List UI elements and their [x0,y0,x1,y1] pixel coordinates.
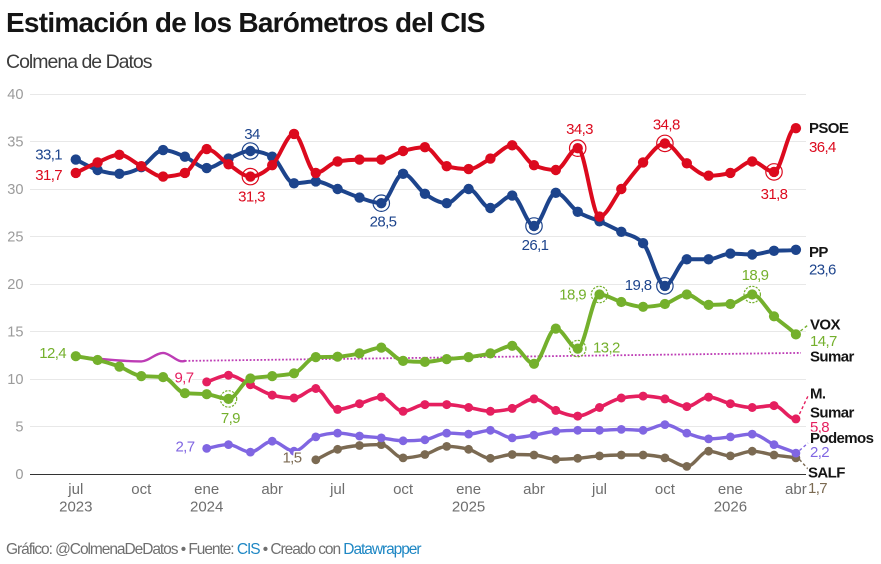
svg-text:Sumar: Sumar [810,405,854,422]
svg-text:26,1: 26,1 [522,237,549,254]
svg-text:ene: ene [718,481,743,498]
svg-text:34,3: 34,3 [566,121,593,138]
svg-text:31,8: 31,8 [761,186,788,203]
svg-text:35: 35 [7,135,23,151]
svg-text:18,9: 18,9 [559,287,586,304]
svg-text:28,5: 28,5 [370,214,397,231]
svg-text:2024: 2024 [190,499,223,516]
svg-text:15: 15 [7,325,23,341]
svg-text:ene: ene [194,481,219,498]
svg-text:PSOE: PSOE [809,120,849,137]
svg-text:18,9: 18,9 [742,267,769,284]
svg-text:19,8: 19,8 [625,277,652,294]
svg-text:40: 40 [7,87,23,103]
svg-text:1,5: 1,5 [282,450,301,467]
svg-text:2,7: 2,7 [175,439,194,456]
svg-text:36,4: 36,4 [809,139,836,156]
svg-text:abr: abr [261,481,283,498]
svg-text:0: 0 [15,467,23,483]
svg-text:31,3: 31,3 [238,189,265,206]
svg-text:oct: oct [131,481,152,498]
svg-text:Podemos: Podemos [810,430,874,447]
svg-text:13,2: 13,2 [593,340,620,357]
svg-text:5: 5 [15,420,23,436]
svg-text:jul: jul [591,481,607,498]
svg-text:2,2: 2,2 [810,444,829,461]
svg-text:12,4: 12,4 [39,345,66,362]
svg-text:jul: jul [329,481,345,498]
svg-text:14,7: 14,7 [810,333,837,350]
svg-text:SALF: SALF [808,465,845,482]
svg-text:2026: 2026 [714,499,747,516]
svg-text:5,8: 5,8 [810,419,829,436]
svg-text:9,7: 9,7 [174,370,193,387]
svg-text:25: 25 [7,230,23,246]
svg-text:abr: abr [785,481,807,498]
svg-text:31,7: 31,7 [35,167,62,184]
svg-text:jul: jul [67,481,83,498]
svg-text:34: 34 [244,126,260,143]
svg-text:1,7: 1,7 [808,480,827,497]
svg-text:20: 20 [7,277,23,293]
svg-text:PP: PP [809,244,828,261]
svg-text:30: 30 [7,182,23,198]
svg-text:VOX: VOX [810,317,840,334]
svg-text:oct: oct [393,481,414,498]
svg-text:Sumar: Sumar [810,349,854,366]
svg-text:2023: 2023 [59,499,92,516]
svg-text:34,8: 34,8 [653,117,680,134]
svg-text:oct: oct [655,481,676,498]
svg-text:7,9: 7,9 [221,410,240,427]
svg-text:23,6: 23,6 [809,262,836,279]
svg-text:abr: abr [523,481,545,498]
svg-text:ene: ene [456,481,481,498]
svg-text:M.: M. [810,386,826,403]
svg-text:2025: 2025 [452,499,485,516]
svg-text:33,1: 33,1 [35,147,62,164]
svg-text:10: 10 [7,372,23,388]
